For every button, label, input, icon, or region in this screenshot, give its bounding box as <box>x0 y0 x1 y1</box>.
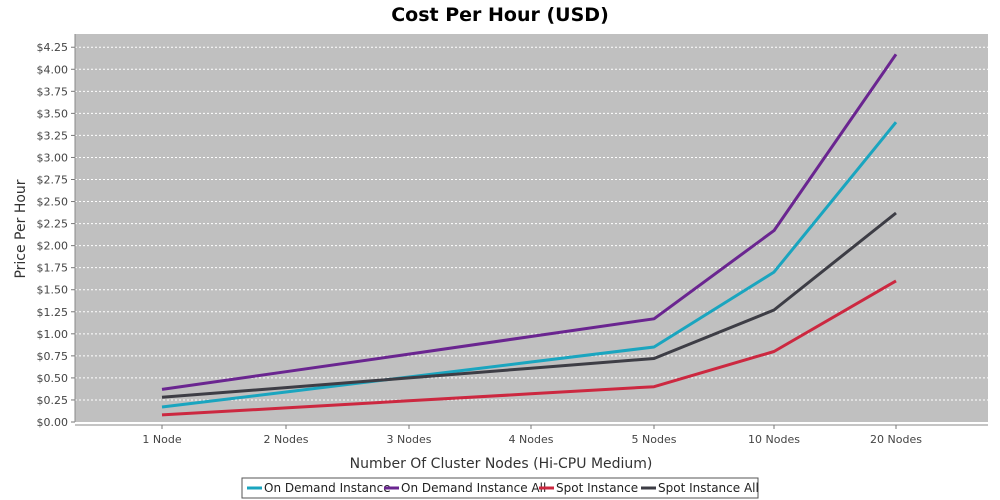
legend-item: On Demand Instance <box>247 481 391 495</box>
grid-lines <box>75 46 988 401</box>
y-tick-label: $2.75 <box>37 174 69 187</box>
y-tick-label: $1.50 <box>37 284 69 297</box>
legend-label: On Demand Instance All <box>401 481 546 495</box>
y-tick-label: $1.25 <box>37 306 69 319</box>
legend-label: On Demand Instance <box>264 481 391 495</box>
x-tick-label: 3 Nodes <box>387 433 432 446</box>
x-tick-label: 2 Nodes <box>264 433 309 446</box>
legend-label: Spot Instance <box>556 481 638 495</box>
y-tick-label: $2.25 <box>37 218 69 231</box>
x-tick-label: 5 Nodes <box>632 433 677 446</box>
y-tick-label: $4.25 <box>37 41 69 54</box>
x-tick-label: 4 Nodes <box>509 433 554 446</box>
legend-item: Spot Instance <box>539 481 638 495</box>
y-tick-label: $0.75 <box>37 350 69 363</box>
y-axis: $0.00 $0.25 $0.50 $0.75 $1.00 $1.25 $1.50 $1.75… <box>37 34 76 429</box>
y-tick-label: $1.00 <box>37 328 69 341</box>
y-tick-label: $3.75 <box>37 85 69 98</box>
y-axis-label: Price Per Hour <box>13 179 29 278</box>
y-tick-label: $4.00 <box>37 63 69 76</box>
x-tick-label: 1 Node <box>142 433 181 446</box>
y-tick-label: $3.50 <box>37 107 69 120</box>
x-axis-label: Number Of Cluster Nodes (Hi-CPU Medium) <box>350 456 653 472</box>
plot-area <box>75 34 988 422</box>
legend: On Demand Instance On Demand Instance All… <box>241 477 759 499</box>
series-line-4 <box>161 211 897 399</box>
series-line-3 <box>161 279 897 417</box>
series-line-1 <box>161 121 898 409</box>
y-tick-label: $3.25 <box>37 129 69 142</box>
x-tick-label: 20 Nodes <box>870 433 922 446</box>
legend-item: Spot Instance All <box>641 481 759 495</box>
y-tick-label: $0.50 <box>37 372 69 385</box>
y-tick-label: $3.00 <box>37 151 69 164</box>
x-tick-label: 10 Nodes <box>748 433 800 446</box>
y-tick-label: $0.00 <box>37 416 69 429</box>
chart-title: Cost Per Hour (USD) <box>391 4 609 26</box>
legend-item: On Demand Instance All <box>384 481 546 495</box>
x-axis: 1 Node 2 Nodes 3 Nodes 4 Nodes 5 Nodes 10 Nod… <box>75 424 988 446</box>
y-tick-label: $1.75 <box>37 262 69 275</box>
y-tick-label: $0.25 <box>37 394 69 407</box>
y-tick-label: $2.00 <box>37 240 69 253</box>
legend-label: Spot Instance All <box>658 481 759 495</box>
series-line-2 <box>161 53 898 391</box>
legend-box <box>241 477 759 499</box>
series-lines <box>161 53 898 417</box>
y-tick-label: $2.50 <box>37 196 69 209</box>
